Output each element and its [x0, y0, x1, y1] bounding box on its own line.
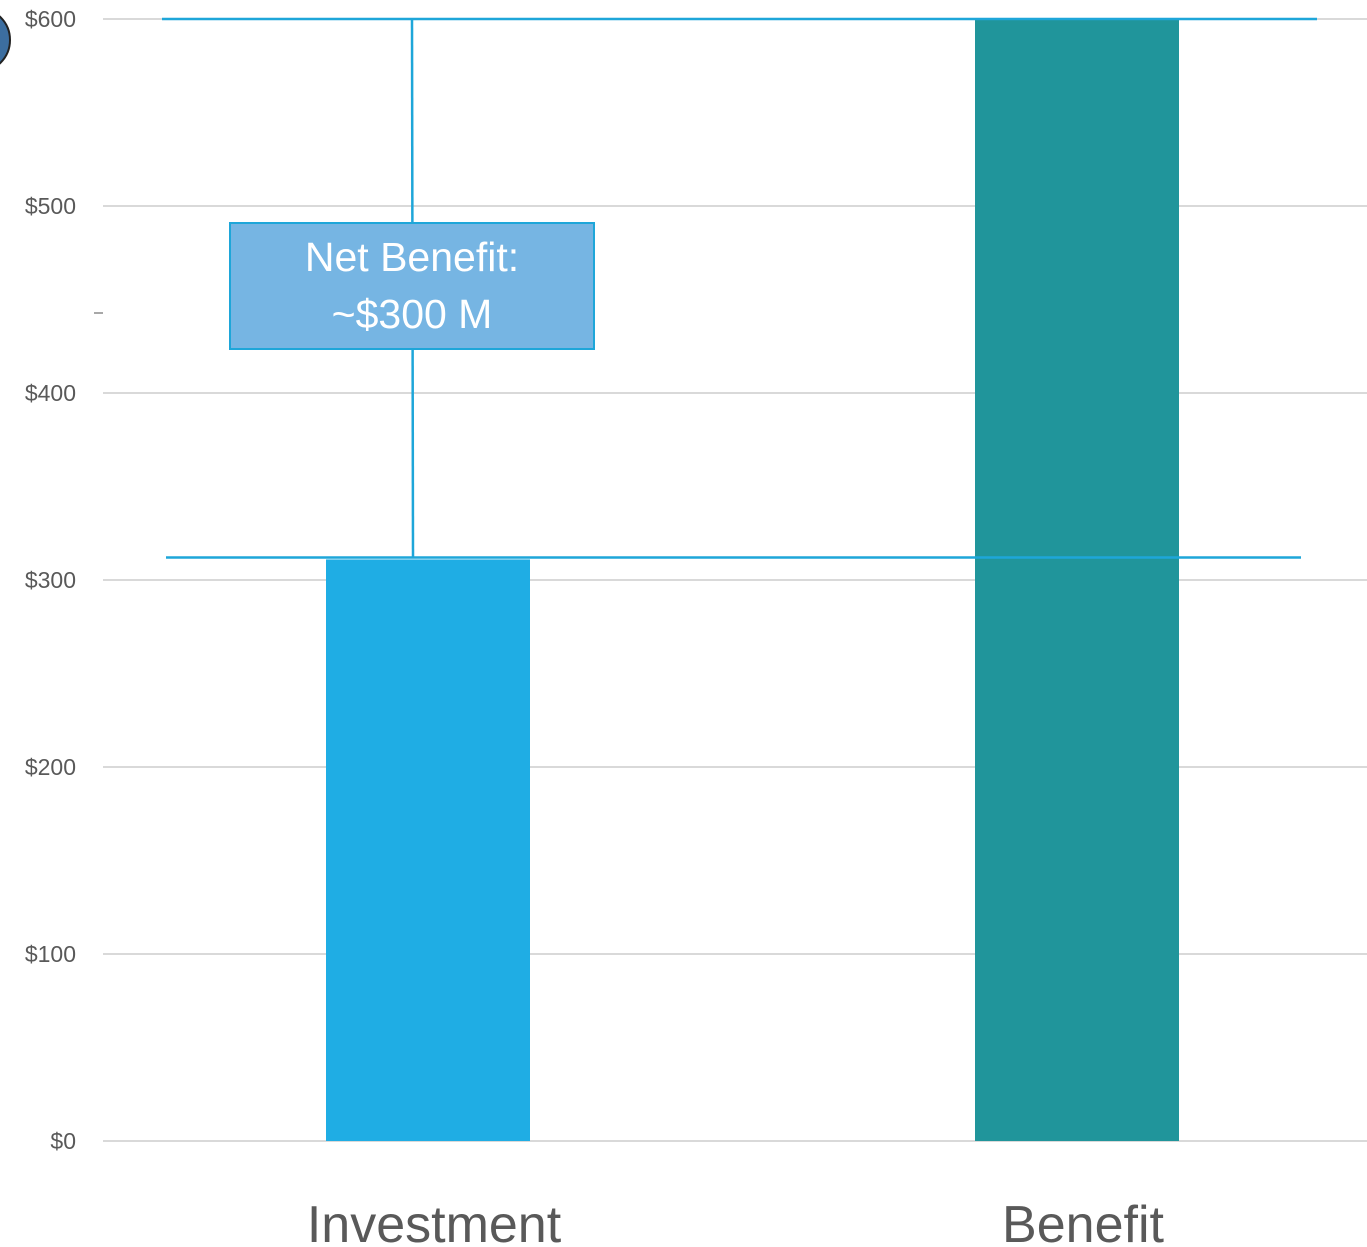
x-axis-category-labels: Investment Benefit	[307, 1196, 1165, 1247]
x-category-label: Investment	[307, 1196, 562, 1247]
net-benefit-value: ~$300 M	[331, 291, 493, 337]
bar-benefit	[975, 19, 1179, 1141]
y-axis-tick-labels: $0 $100 $200 $300 $400 $500 $600	[25, 6, 103, 1154]
y-tick-label: $600	[25, 6, 76, 32]
net-benefit-label: Net Benefit:	[304, 234, 520, 280]
x-category-label: Benefit	[1002, 1196, 1164, 1247]
net-benefit-callout: Net Benefit: ~$300 M	[229, 222, 595, 350]
y-tick-label: $500	[25, 193, 76, 219]
y-tick-label: $100	[25, 941, 76, 967]
bars	[326, 19, 1179, 1141]
y-tick-label: $200	[25, 754, 76, 780]
y-tick-label: $400	[25, 380, 76, 406]
seal-logo-icon	[0, 15, 11, 65]
y-tick-label: $300	[25, 567, 76, 593]
y-tick-label: $0	[50, 1128, 76, 1154]
bar-investment	[326, 559, 530, 1141]
